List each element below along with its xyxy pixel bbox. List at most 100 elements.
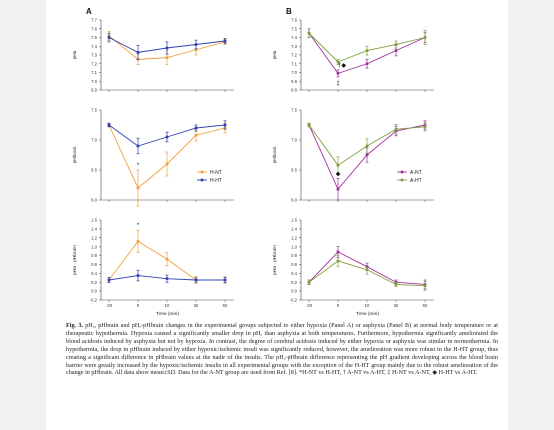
x-tick-label: 30: [194, 303, 199, 308]
y-tick-label: 7.0: [291, 70, 297, 75]
y-tick-label: 1.6: [91, 218, 97, 223]
data-point: [365, 144, 369, 148]
x-tick-label: -20: [306, 303, 313, 308]
paper-page: A B 6.9 7.0 7.1 7.2 7.3 7.4 7.5 7.6 7.7 pHa 6.0 6.5…: [46, 0, 508, 430]
y-tick-label: 6.5: [91, 168, 97, 173]
data-point: [223, 123, 227, 127]
legend-label: A-HT: [410, 178, 422, 184]
y-tick-label: 7.0: [91, 79, 97, 84]
data-point: [165, 277, 169, 281]
legend-marker: [200, 178, 204, 182]
data-point: [336, 259, 340, 263]
y-tick-label: 7.5: [91, 35, 97, 40]
y-tick-label: 0.0: [91, 289, 97, 294]
y-axis-label: pHa - pHbrain: [272, 245, 278, 275]
y-tick-label: 0.8: [91, 253, 97, 258]
data-point: [394, 282, 398, 286]
y-tick-label: -0.2: [90, 298, 98, 303]
significance-marker: †◆: [338, 63, 346, 69]
data-point: [194, 278, 198, 282]
data-point: [136, 50, 140, 54]
significance-marker: *: [137, 223, 140, 229]
x-tick-label: 0: [337, 303, 340, 308]
y-tick-label: 0.8: [291, 253, 297, 258]
data-point: [107, 123, 111, 127]
data-point: [307, 280, 311, 284]
y-tick-label: 1.0: [91, 244, 97, 249]
y-tick-label: 7.5: [291, 26, 297, 31]
y-tick-label: 6.5: [291, 168, 297, 173]
y-tick-label: 6.9: [91, 88, 97, 93]
x-tick-label: -20: [106, 303, 113, 308]
data-point: [394, 127, 398, 131]
data-point: [423, 284, 427, 288]
data-point: [136, 239, 140, 243]
data-point: [223, 278, 227, 282]
legend-label: A-NT: [410, 170, 422, 176]
data-point: [394, 49, 398, 53]
legend-label: H-HT: [210, 178, 222, 184]
data-point: [194, 133, 198, 137]
y-tick-label: 6.0: [291, 198, 297, 203]
y-tick-label: 7.0: [291, 138, 297, 143]
significance-marker: ◆: [336, 171, 341, 177]
caption-text: pHₐ, pHbrain and pHₐ-pHbrain changes in …: [66, 322, 499, 377]
data-point: [336, 250, 340, 254]
data-point: [423, 36, 427, 39]
caption-label: Fig. 3.: [66, 322, 83, 329]
data-point: [307, 31, 311, 35]
y-axis-label: pHbrain: [72, 146, 78, 163]
y-axis-label: pHa: [272, 50, 278, 59]
x-tick-label: 60: [423, 303, 428, 308]
data-point: [336, 71, 340, 75]
data-point: [136, 274, 140, 278]
y-tick-label: 7.6: [291, 18, 297, 23]
legend-marker: [200, 170, 204, 174]
y-tick-label: 7.5: [91, 108, 97, 113]
y-tick-label: 0.6: [91, 262, 97, 267]
y-axis-label: pHa: [72, 50, 78, 59]
data-point: [394, 43, 398, 46]
y-tick-label: 6.8: [291, 88, 297, 93]
y-tick-label: 0.4: [91, 271, 97, 276]
y-axis-label: pHbrain: [272, 146, 278, 163]
data-point: [365, 153, 369, 157]
figure-caption: Fig. 3. pHₐ, pHbrain and pHₐ-pHbrain cha…: [66, 322, 498, 377]
data-point: [336, 187, 340, 191]
significance-marker: ‡: [336, 81, 339, 87]
legend-label: H-NT: [210, 170, 222, 176]
y-axis-label: pHa - pHbrain: [72, 245, 78, 275]
data-point: [165, 46, 169, 50]
y-tick-label: 7.4: [91, 44, 97, 49]
legend-marker: [400, 178, 404, 182]
y-tick-label: 7.1: [91, 70, 97, 75]
data-point: [223, 39, 227, 43]
y-tick-label: 7.2: [291, 53, 297, 58]
y-tick-label: -0.2: [290, 298, 298, 303]
y-tick-label: 1.0: [291, 244, 297, 249]
y-tick-label: 7.7: [91, 18, 97, 23]
x-tick-label: 30: [394, 303, 399, 308]
x-tick-label: 0: [137, 303, 140, 308]
y-tick-label: 7.1: [291, 61, 297, 66]
y-tick-label: 1.4: [291, 226, 297, 231]
data-point: [365, 62, 369, 66]
y-tick-label: 0.6: [291, 262, 297, 267]
y-tick-label: 6.0: [91, 198, 97, 203]
legend-marker: [400, 170, 404, 174]
data-point: [165, 135, 169, 139]
data-point: [136, 186, 140, 190]
data-point: [107, 36, 111, 39]
y-tick-label: 6.9: [291, 79, 297, 84]
y-tick-label: 1.2: [91, 235, 97, 240]
significance-marker: *: [137, 163, 140, 169]
x-tick-label: 60: [223, 303, 228, 308]
y-tick-label: 1.4: [91, 226, 97, 231]
data-point: [365, 268, 369, 272]
data-point: [423, 125, 427, 129]
data-point: [136, 144, 140, 148]
x-axis-label: Time (min): [156, 311, 179, 317]
x-tick-label: 10: [365, 303, 370, 308]
data-point: [336, 163, 340, 167]
y-tick-label: 7.5: [291, 108, 297, 113]
